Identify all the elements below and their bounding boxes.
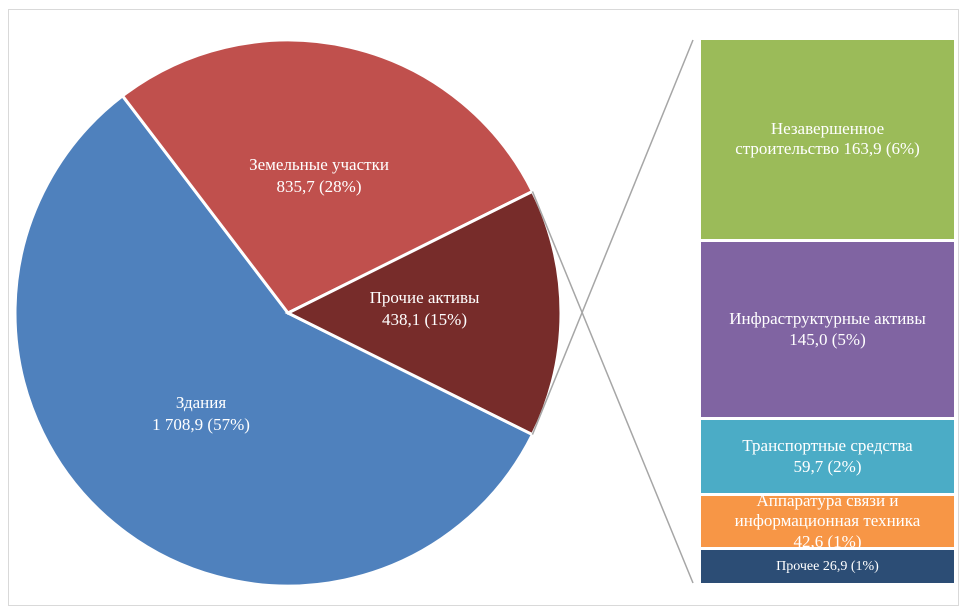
- bar-label: Незавершенное строительство: [735, 118, 885, 159]
- bar-value-label: 26,9 (1%): [822, 559, 879, 575]
- connector-line: [531, 191, 694, 584]
- bar-label-box: Незавершенное строительство 163,9 (6%): [727, 119, 928, 160]
- bar-label-box: Прочее 26,9 (1%): [776, 559, 879, 575]
- pie-slice: [13, 93, 535, 588]
- connector-line: [531, 39, 694, 435]
- slice-value-label: 835,7 (28%): [277, 177, 362, 196]
- bar-value-label: 59,7 (2%): [793, 456, 862, 476]
- slice-value-label: 438,1 (15%): [382, 310, 467, 329]
- bar-value-label: 42,6 (1%): [793, 531, 862, 548]
- slice-value-label: 1 708,9 (57%): [152, 415, 250, 434]
- bar-label-box: Аппаратура связи и информационная техник…: [727, 496, 928, 548]
- bar-label: Прочее: [776, 559, 820, 575]
- bar-label: Транспортные средства: [742, 436, 913, 456]
- slice-label: Прочие активы: [370, 288, 480, 307]
- breakdown-bar: Прочее 26,9 (1%): [701, 550, 954, 583]
- breakdown-bar: Транспортные средства 59,7 (2%): [701, 420, 954, 493]
- bar-label-box: Инфраструктурные активы 145,0 (5%): [727, 309, 928, 350]
- slice-label: Земельные участки: [249, 155, 389, 174]
- bar-value-label: 145,0 (5%): [789, 329, 866, 349]
- slice-label: Здания: [176, 393, 226, 412]
- breakdown-bar: Незавершенное строительство 163,9 (6%): [701, 40, 954, 239]
- bar-label: Аппаратура связи и информационная техник…: [734, 495, 921, 531]
- bar-label: Инфраструктурные активы: [729, 309, 926, 329]
- breakdown-bar: Инфраструктурные активы 145,0 (5%): [701, 241, 954, 418]
- chart-frame: [8, 9, 959, 606]
- bar-label-box: Транспортные средства 59,7 (2%): [727, 436, 928, 477]
- pie-slice: [120, 38, 535, 315]
- bar-value-label: 163,9 (6%): [843, 139, 920, 159]
- breakdown-bar: Аппаратура связи и информационная техник…: [701, 495, 954, 548]
